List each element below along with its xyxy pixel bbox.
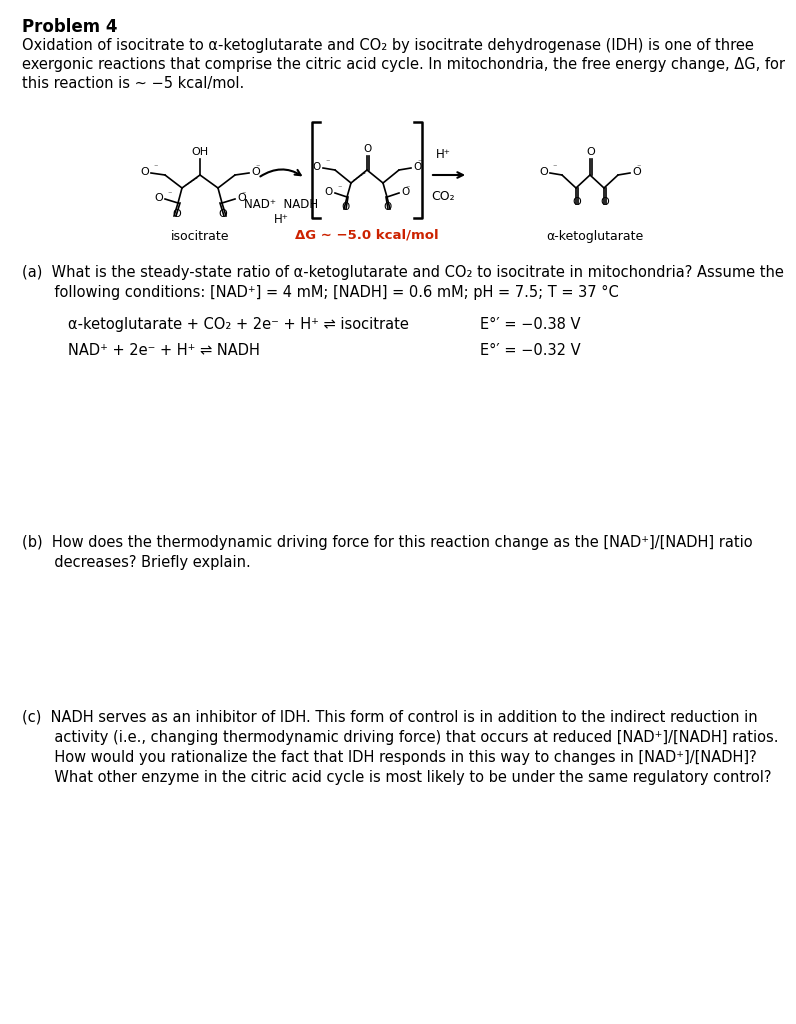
Text: exergonic reactions that comprise the citric acid cycle. In mitochondria, the fr: exergonic reactions that comprise the ci… xyxy=(22,57,785,72)
Text: NAD⁺ + 2e⁻ + H⁺ ⇌ NADH: NAD⁺ + 2e⁻ + H⁺ ⇌ NADH xyxy=(68,343,259,358)
Text: OH: OH xyxy=(191,147,209,157)
Text: H⁺: H⁺ xyxy=(274,213,288,226)
Text: (c)  NADH serves as an inhibitor of IDH. This form of control is in addition to : (c) NADH serves as an inhibitor of IDH. … xyxy=(22,710,758,725)
Text: O: O xyxy=(539,167,548,177)
Text: O: O xyxy=(313,162,321,172)
Text: ⁻: ⁻ xyxy=(241,189,245,199)
Text: E°′ = −0.32 V: E°′ = −0.32 V xyxy=(480,343,580,358)
Text: ⁻: ⁻ xyxy=(337,183,341,193)
Text: ⁻: ⁻ xyxy=(167,189,171,199)
Text: O: O xyxy=(219,209,228,219)
Text: O: O xyxy=(154,193,163,203)
Text: α-ketoglutarate + CO₂ + 2e⁻ + H⁺ ⇌ isocitrate: α-ketoglutarate + CO₂ + 2e⁻ + H⁺ ⇌ isoci… xyxy=(68,317,409,332)
Text: activity (i.e., changing thermodynamic driving force) that occurs at reduced [NA: activity (i.e., changing thermodynamic d… xyxy=(22,730,778,745)
Text: Problem 4: Problem 4 xyxy=(22,18,118,36)
Text: ⁻: ⁻ xyxy=(153,163,158,171)
Text: ΔG ∼ −5.0 kcal/mol: ΔG ∼ −5.0 kcal/mol xyxy=(295,228,439,241)
Text: H⁺: H⁺ xyxy=(435,148,451,161)
Text: E°′ = −0.38 V: E°′ = −0.38 V xyxy=(480,317,580,332)
Text: O: O xyxy=(237,193,246,203)
Text: α-ketoglutarate: α-ketoglutarate xyxy=(546,230,644,243)
Text: isocitrate: isocitrate xyxy=(171,230,229,243)
Text: NAD⁺  NADH: NAD⁺ NADH xyxy=(244,198,318,211)
Text: ⁻: ⁻ xyxy=(255,163,259,171)
Text: O: O xyxy=(587,147,595,157)
Text: O: O xyxy=(384,202,392,212)
Text: (b)  How does the thermodynamic driving force for this reaction change as the [N: (b) How does the thermodynamic driving f… xyxy=(22,535,753,550)
Text: (a)  What is the steady-state ratio of α-ketoglutarate and CO₂ to isocitrate in : (a) What is the steady-state ratio of α-… xyxy=(22,265,784,280)
Text: O: O xyxy=(341,202,350,212)
Text: ⁻: ⁻ xyxy=(325,158,330,167)
Text: ⁻: ⁻ xyxy=(405,183,409,193)
Text: CO₂: CO₂ xyxy=(431,190,455,203)
Text: this reaction is ∼ −5 kcal/mol.: this reaction is ∼ −5 kcal/mol. xyxy=(22,76,244,91)
Text: O: O xyxy=(140,167,149,177)
Text: O: O xyxy=(413,162,421,172)
Text: ⁻: ⁻ xyxy=(636,163,640,171)
Text: O: O xyxy=(364,144,372,154)
Text: Oxidation of isocitrate to α-ketoglutarate and CO₂ by isocitrate dehydrogenase (: Oxidation of isocitrate to α-ketoglutara… xyxy=(22,38,754,53)
Text: O: O xyxy=(632,167,641,177)
Text: O: O xyxy=(173,209,181,219)
Text: O: O xyxy=(601,197,610,207)
Text: decreases? Briefly explain.: decreases? Briefly explain. xyxy=(22,555,251,570)
Text: O: O xyxy=(572,197,581,207)
Text: O: O xyxy=(325,187,333,197)
Text: following conditions: [NAD⁺] = 4 mM; [NADH] = 0.6 mM; pH = 7.5; T = 37 °C: following conditions: [NAD⁺] = 4 mM; [NA… xyxy=(22,285,618,300)
Text: How would you rationalize the fact that IDH responds in this way to changes in [: How would you rationalize the fact that … xyxy=(22,750,757,765)
Text: ⁻: ⁻ xyxy=(417,158,421,167)
Text: ⁻: ⁻ xyxy=(552,163,556,171)
Text: O: O xyxy=(401,187,409,197)
Text: O: O xyxy=(251,167,259,177)
Text: What other enzyme in the citric acid cycle is most likely to be under the same r: What other enzyme in the citric acid cyc… xyxy=(22,770,771,785)
